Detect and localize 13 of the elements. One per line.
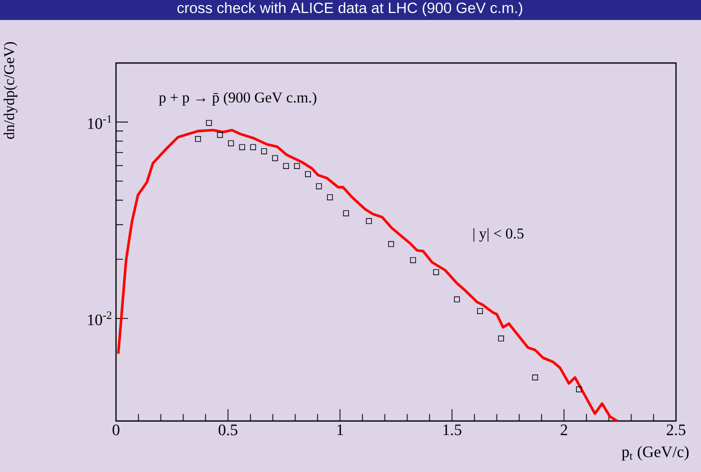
- x-tick-label: 1: [337, 424, 344, 436]
- x-axis-title: p$_{t}$ (GeV/c): [622, 446, 689, 460]
- annotation: | y| < 0.5: [473, 228, 524, 242]
- chart-title: cross check with ALICE data at LHC (900 GeV c.m.): [177, 2, 522, 16]
- y-tick-label: 10$^{-2}$: [88, 311, 112, 326]
- x-tick-label: 1.5: [443, 424, 462, 436]
- x-tick-label: 2: [560, 424, 568, 436]
- y-tick-label: 10$^{-1}$: [88, 115, 112, 129]
- x-tick-label: 2.5: [666, 424, 686, 436]
- annotation: p + p → p̄ (900 GeV c.m.): [158, 92, 316, 106]
- x-tick-label: 0: [112, 424, 120, 436]
- y-axis-title: dn/dydp(c/GeV): [4, 42, 18, 139]
- x-tick-label: 0.5: [218, 424, 238, 436]
